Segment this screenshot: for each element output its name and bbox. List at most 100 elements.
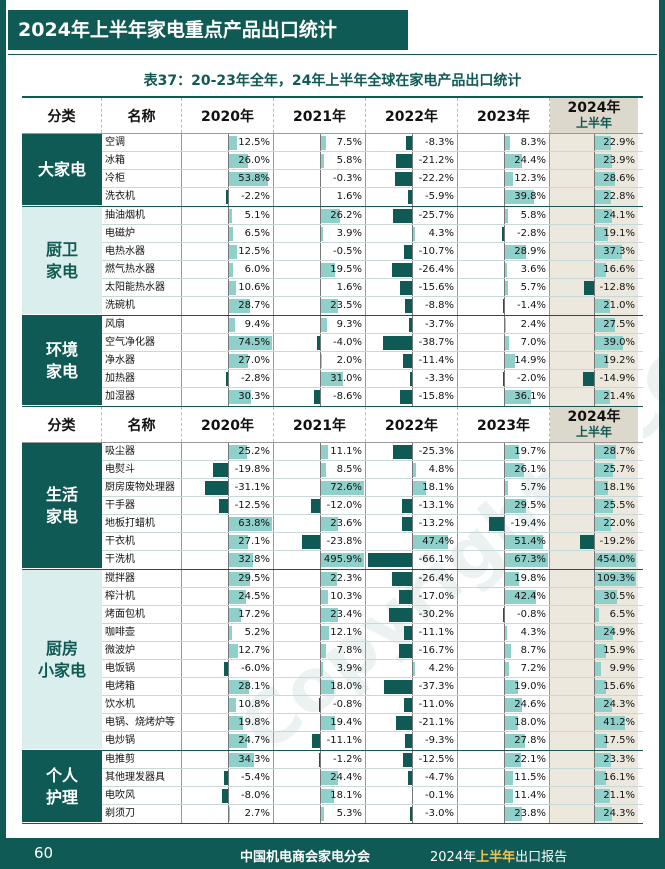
value-cell: 18.1% <box>366 479 458 496</box>
positive-growth-bar <box>504 190 534 204</box>
value-cell: 9.3% <box>274 316 366 333</box>
growth-value: -26.4% <box>418 264 454 275</box>
product-name: 电烤箱 <box>102 678 182 695</box>
growth-value: 41.2% <box>603 717 635 728</box>
value-cell-2024h1: 25.7% <box>550 461 638 478</box>
zero-axis <box>594 225 595 242</box>
positive-growth-bar <box>228 154 248 168</box>
value-cell: 24.6% <box>458 696 550 713</box>
value-cell: 27.1% <box>182 533 274 550</box>
positive-growth-bar <box>594 245 622 259</box>
zero-axis <box>594 388 595 406</box>
positive-growth-bar <box>228 608 241 622</box>
growth-value: -3.3% <box>424 373 454 384</box>
product-name: 吸尘器 <box>102 443 182 460</box>
table-header: 分类 名称 2020年 2021年 2022年 2023年 2024年 上半年 <box>22 407 643 443</box>
growth-value: 28.7% <box>238 300 270 311</box>
negative-growth-bar <box>405 299 412 313</box>
positive-growth-bar <box>228 318 236 332</box>
growth-value: -8.3% <box>424 137 454 148</box>
value-cell: 2.4% <box>458 316 550 333</box>
zero-axis <box>412 497 413 514</box>
zero-axis <box>228 316 229 333</box>
positive-growth-bar <box>504 662 510 676</box>
table-row: 搅拌器 29.5% 22.3% -26.4% 19.8% 109.3% <box>102 570 643 588</box>
zero-axis <box>228 297 229 315</box>
growth-value: -1.2% <box>332 754 362 765</box>
positive-growth-bar <box>594 481 608 495</box>
zero-axis <box>228 261 229 278</box>
negative-growth-bar <box>382 336 412 350</box>
positive-growth-bar <box>594 734 608 748</box>
value-cell-2024h1: 23.9% <box>550 152 638 169</box>
value-cell: -21.1% <box>366 714 458 731</box>
growth-value: 11.5% <box>514 772 546 783</box>
zero-axis <box>320 243 321 260</box>
growth-value: 4.8% <box>428 464 454 475</box>
growth-value: 12.3% <box>514 173 546 184</box>
value-cell: 24.4% <box>458 152 550 169</box>
zero-axis <box>594 714 595 731</box>
zero-axis <box>412 243 413 260</box>
positive-growth-bar <box>504 263 507 277</box>
zero-axis <box>504 152 505 169</box>
growth-value: 27.0% <box>238 355 270 366</box>
growth-value: 22.0% <box>603 518 635 529</box>
zero-axis <box>228 642 229 659</box>
zero-axis <box>320 660 321 677</box>
positive-growth-bar <box>320 299 338 313</box>
positive-growth-bar <box>412 535 448 549</box>
table-row: 电炒锅 24.7% -11.1% -9.3% 27.8% 17.5% <box>102 732 643 750</box>
value-cell-2024h1: 19.2% <box>550 352 638 369</box>
value-cell: 8.5% <box>274 461 366 478</box>
zero-axis <box>320 696 321 713</box>
value-cell: 19.0% <box>458 678 550 695</box>
value-cell: -2.0% <box>458 370 550 387</box>
growth-value: 17.5% <box>603 735 635 746</box>
positive-growth-bar <box>228 299 250 313</box>
growth-value: -11.1% <box>326 735 362 746</box>
value-cell: 19.8% <box>458 570 550 587</box>
positive-growth-bar <box>228 263 233 277</box>
growth-value: 34.3% <box>238 754 270 765</box>
value-cell: -12.5% <box>366 751 458 768</box>
zero-axis <box>228 769 229 786</box>
growth-value: -12.5% <box>234 500 270 511</box>
table-row: 干衣机 27.1% -23.8% 47.4% 51.4% -19.2% <box>102 533 643 551</box>
zero-axis <box>412 769 413 786</box>
negative-growth-bar <box>222 789 228 803</box>
zero-axis <box>412 188 413 206</box>
value-cell-2024h1: 41.2% <box>550 714 638 731</box>
value-cell-2024h1: 28.6% <box>550 170 638 187</box>
negative-growth-bar <box>223 771 228 785</box>
positive-growth-bar <box>228 680 250 694</box>
value-cell: -8.0% <box>182 787 274 804</box>
growth-value: -0.8% <box>516 609 546 620</box>
growth-value: 63.8% <box>238 518 270 529</box>
negative-growth-bar <box>393 445 412 459</box>
positive-growth-bar <box>594 354 609 368</box>
growth-value: -1.4% <box>516 300 546 311</box>
table-row: 电烤箱 28.1% 18.0% -37.3% 19.0% 15.6% <box>102 678 643 696</box>
value-cell-2024h1: -19.2% <box>550 533 638 550</box>
positive-growth-bar <box>504 336 510 350</box>
product-name: 冰箱 <box>102 152 182 169</box>
negative-growth-bar <box>368 553 412 567</box>
value-cell: 8.3% <box>458 134 550 151</box>
growth-value: 24.4% <box>514 155 546 166</box>
value-cell: -3.3% <box>366 370 458 387</box>
value-cell: 23.8% <box>458 805 550 823</box>
negative-growth-bar <box>313 390 320 404</box>
positive-growth-bar <box>412 662 416 676</box>
zero-axis <box>320 370 321 387</box>
growth-value: 7.2% <box>520 663 546 674</box>
zero-axis <box>504 188 505 206</box>
growth-value: -19.4% <box>510 518 546 529</box>
zero-axis <box>228 678 229 695</box>
positive-growth-bar <box>228 753 254 767</box>
zero-axis <box>320 642 321 659</box>
footer: 60 中国机电商会家电分会 2024年上半年出口报告 <box>0 838 665 869</box>
value-cell-2024h1: 24.3% <box>550 696 638 713</box>
negative-growth-bar <box>409 807 412 821</box>
positive-growth-bar <box>594 209 613 223</box>
